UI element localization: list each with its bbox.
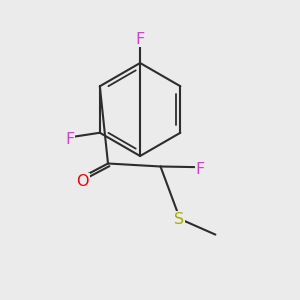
Text: O: O xyxy=(76,174,89,189)
Text: F: F xyxy=(65,132,74,147)
Text: F: F xyxy=(136,32,145,46)
Text: S: S xyxy=(174,212,184,227)
Text: F: F xyxy=(196,162,205,177)
